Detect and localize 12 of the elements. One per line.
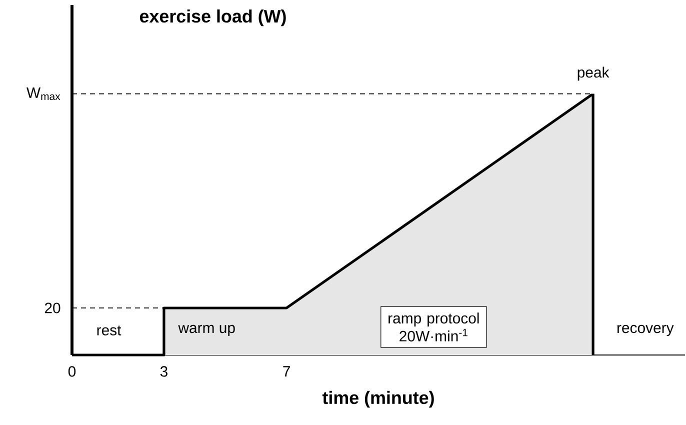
x-axis-title: time (minute) [322, 390, 434, 408]
chart-title: exercise load (W) [140, 9, 286, 26]
x-tick-label: 3 [160, 366, 168, 377]
annotation: ramp protocol 20W·min$^{-1}$ [388, 312, 479, 342]
annotation: recovery [617, 324, 674, 336]
annotation: warm up [178, 324, 235, 336]
text: 20 [44, 302, 60, 314]
text: W$_{max}$ [26, 88, 60, 100]
annotation: rest [97, 326, 122, 336]
x-tick-label: 7 [283, 366, 290, 376]
x-tick-label: 0 [68, 366, 76, 377]
annotation: peak [578, 66, 610, 81]
